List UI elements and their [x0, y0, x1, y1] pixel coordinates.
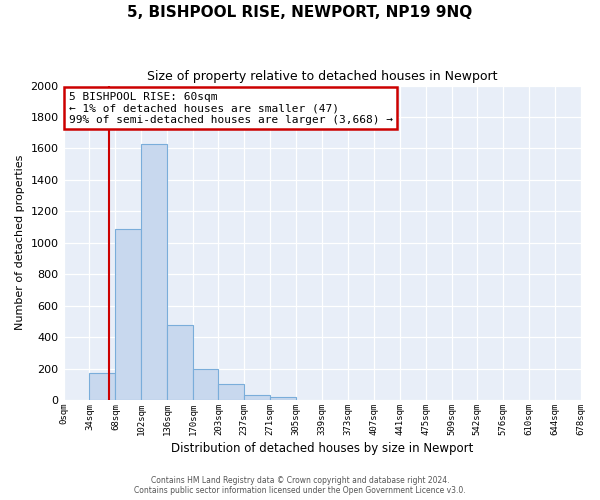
- Text: Contains HM Land Registry data © Crown copyright and database right 2024.
Contai: Contains HM Land Registry data © Crown c…: [134, 476, 466, 495]
- Bar: [270, 397, 296, 400]
- Bar: [167, 324, 193, 400]
- Bar: [142, 144, 167, 400]
- Bar: [244, 394, 270, 400]
- Bar: [218, 384, 244, 400]
- Bar: [193, 368, 218, 400]
- Y-axis label: Number of detached properties: Number of detached properties: [15, 155, 25, 330]
- Text: 5 BISHPOOL RISE: 60sqm
← 1% of detached houses are smaller (47)
99% of semi-deta: 5 BISHPOOL RISE: 60sqm ← 1% of detached …: [69, 92, 393, 125]
- Bar: [89, 374, 115, 400]
- X-axis label: Distribution of detached houses by size in Newport: Distribution of detached houses by size …: [171, 442, 473, 455]
- Bar: [115, 228, 142, 400]
- Title: Size of property relative to detached houses in Newport: Size of property relative to detached ho…: [147, 70, 497, 83]
- Text: 5, BISHPOOL RISE, NEWPORT, NP19 9NQ: 5, BISHPOOL RISE, NEWPORT, NP19 9NQ: [127, 5, 473, 20]
